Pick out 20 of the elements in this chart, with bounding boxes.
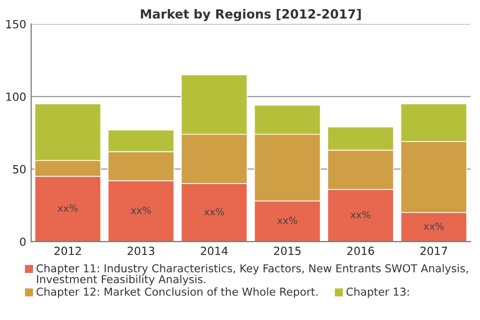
legend-label: Chapter 11: Industry Characteristics, Key Factors, New Entrants SWOT Analysis, Investment Feasibility Analysis. [36, 264, 468, 286]
y-tick-label: 100 [6, 92, 26, 101]
data-label: xx% [130, 206, 151, 214]
x-tick-label: 2012 [54, 246, 81, 256]
data-label: xx% [204, 208, 224, 216]
y-tick-label: 50 [13, 165, 26, 174]
x-tick-label: 2014 [200, 246, 228, 256]
y-tick-label: 0 [20, 238, 26, 246]
data-label: xx% [277, 216, 298, 224]
x-tick-label: 2016 [347, 246, 374, 256]
data-label: xx% [58, 204, 78, 212]
x-tick-label: 2017 [420, 246, 447, 256]
chart-title: Market by Regions [2012-2017] [140, 8, 361, 22]
legend-label: Chapter 12: Market Conclusion of the Whole Report. [36, 287, 318, 298]
x-tick-label: 2013 [128, 246, 154, 256]
y-tick-label: 150 [6, 20, 26, 28]
data-label: xx% [350, 210, 370, 218]
x-tick-label: 2015 [274, 246, 301, 256]
legend-label: Chapter 13: [346, 287, 409, 298]
data-label: xx% [424, 222, 444, 230]
